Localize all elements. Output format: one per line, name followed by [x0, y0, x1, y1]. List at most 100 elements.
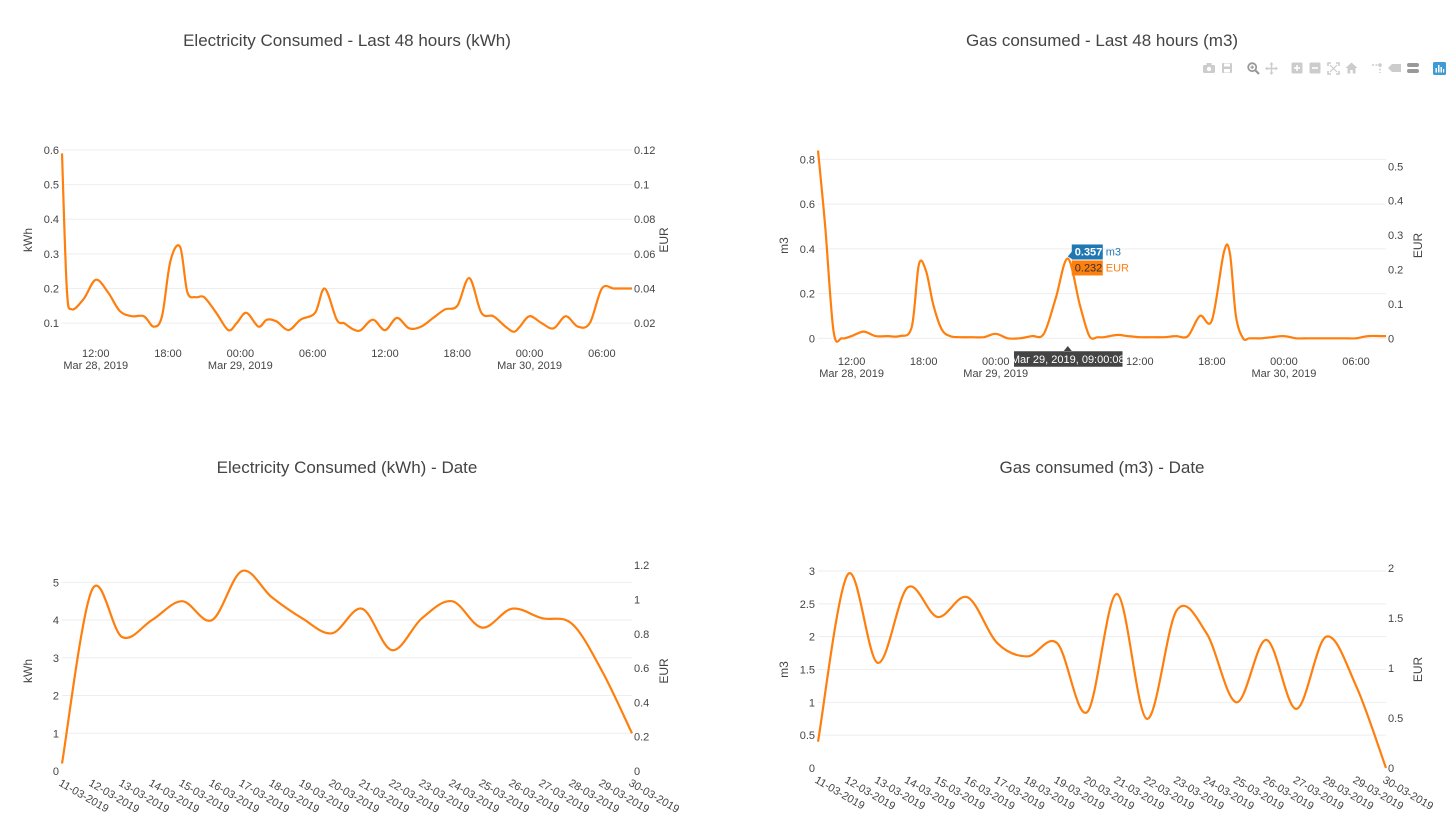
y-tick-label: 2 [809, 632, 815, 644]
series-line [60, 569, 633, 764]
y2-tick-label: 1.5 [1388, 613, 1403, 625]
y2-tick-label: 0 [1388, 763, 1394, 775]
x-tick-label: 18:00 [154, 348, 182, 360]
hover-compare-icon[interactable] [1404, 59, 1422, 77]
y2-tick-label: 1 [1388, 663, 1394, 675]
y-tick-label: 0.5 [800, 730, 815, 742]
y2-tick-label: 2 [1388, 563, 1394, 575]
x-tick-label: 12:00 [838, 356, 866, 368]
y-tick-label: 1 [53, 728, 59, 740]
y2-tick-label: 0.5 [1388, 713, 1403, 725]
y-tick-label: 0.6 [44, 145, 59, 157]
y2-axis-title: EUR [1411, 657, 1425, 683]
hover-m3-name: m3 [1106, 246, 1121, 258]
spike-lines-icon[interactable] [1368, 59, 1386, 77]
camera-icon[interactable] [1200, 59, 1218, 77]
plotly-logo-icon[interactable] [1430, 59, 1448, 77]
chart-title: Electricity Consumed (kWh) - Date [217, 458, 478, 477]
hover-x-arrow [1063, 346, 1072, 351]
y2-tick-label: 0.2 [634, 732, 649, 744]
x-tick-date-label: Mar 28, 2019 [819, 368, 884, 380]
y-tick-label: 0.2 [800, 289, 815, 301]
hover-eur-name: EUR [1106, 262, 1129, 274]
y2-tick-label: 0.3 [1388, 230, 1403, 242]
series-line [816, 150, 1386, 343]
chart-gas-date[interactable]: Gas consumed (m3) - Date 0 0.5 1 1.5 2 2.5 3 0 0.… [726, 413, 1452, 827]
x-tick-label: 00:00 [1270, 356, 1298, 368]
chart-gas-48h[interactable]: Gas consumed - Last 48 hours (m3) 0 0.2 0.4… [726, 0, 1452, 413]
chart-panel-gas-48h: Gas consumed - Last 48 hours (m3) 0 0.2 0.4… [726, 0, 1452, 413]
x-tick-label: 12:00 [82, 348, 110, 360]
y-axis-title: kWh [21, 659, 35, 683]
zoom-in-icon[interactable] [1288, 59, 1306, 77]
chart-electricity-date[interactable]: Electricity Consumed (kWh) - Date 0 1 2 3 4 5 0… [0, 413, 726, 827]
y2-tick-label: 0.1 [634, 180, 649, 192]
y-tick-label: 4 [53, 615, 59, 627]
x-tick-date-label: Mar 29, 2019 [963, 368, 1028, 380]
y-axis-title: kWh [21, 228, 35, 252]
pan-icon[interactable] [1262, 59, 1280, 77]
y-tick-label: 1.5 [800, 665, 815, 677]
hover-tooltip: Mar 29, 2019, 09:00:08 0.357 m30.232 EUR [1011, 244, 1129, 368]
y2-axis-title: EUR [657, 658, 671, 684]
modebar [1200, 59, 1448, 77]
y-tick-label: 2 [53, 691, 59, 703]
hover-eur-value: 0.232 [1075, 262, 1103, 274]
hover-m3-box [1071, 244, 1103, 260]
y2-tick-label: 0.02 [634, 318, 655, 330]
x-tick-label: 18:00 [443, 348, 471, 360]
chart-panel-gas-date: Gas consumed (m3) - Date 0 0.5 1 1.5 2 2.5 3 0 0.… [726, 413, 1452, 827]
y-tick-label: 0.6 [800, 199, 815, 211]
series-line [60, 153, 632, 333]
x-tick-date-label: Mar 30, 2019 [497, 360, 562, 372]
y-tick-label: 0 [809, 763, 815, 775]
y2-tick-label: 0.4 [1388, 196, 1403, 208]
x-tick-label: 00:00 [516, 348, 544, 360]
y-tick-label: 1 [809, 697, 815, 709]
y2-tick-label: 1.2 [634, 560, 649, 572]
chart-panel-electricity-48h: Electricity Consumed - Last 48 hours (kW… [0, 0, 726, 413]
y2-tick-label: 0 [1388, 333, 1394, 345]
x-tick-label: 06:00 [588, 348, 616, 360]
y2-tick-label: 0.04 [634, 284, 655, 296]
y-tick-label: 2.5 [800, 599, 815, 611]
home-icon[interactable] [1342, 59, 1360, 77]
chart-title: Electricity Consumed - Last 48 hours (kW… [183, 31, 511, 50]
x-tick-label: 06:00 [1342, 356, 1370, 368]
hover-m3-value: 0.357 [1075, 246, 1103, 258]
x-tick-date-label: Mar 28, 2019 [63, 360, 128, 372]
x-tick-label: 12:00 [1126, 356, 1154, 368]
y2-tick-label: 0.5 [1388, 161, 1403, 173]
chart-title: Gas consumed (m3) - Date [999, 458, 1204, 477]
x-tick-date-label: Mar 30, 2019 [1252, 368, 1317, 380]
chart-electricity-48h[interactable]: Electricity Consumed - Last 48 hours (kW… [0, 0, 726, 413]
chart-title: Gas consumed - Last 48 hours (m3) [966, 31, 1238, 50]
y2-tick-label: 1 [634, 594, 640, 606]
y-tick-label: 0.3 [44, 249, 59, 261]
hover-eur-box [1071, 260, 1103, 276]
y2-tick-label: 0.08 [634, 214, 655, 226]
zoom-out-icon[interactable] [1306, 59, 1324, 77]
y-tick-label: 0.4 [44, 214, 59, 226]
hover-x-label: Mar 29, 2019, 09:00:08 [1011, 354, 1125, 366]
y2-tick-label: 0.2 [1388, 264, 1403, 276]
zoom-icon[interactable] [1244, 59, 1262, 77]
y-tick-label: 0.1 [44, 318, 59, 330]
y-tick-label: 0 [53, 766, 59, 778]
y2-tick-label: 0 [634, 766, 640, 778]
y-tick-label: 0.2 [44, 284, 59, 296]
x-tick-label: 00:00 [982, 356, 1010, 368]
y-tick-label: 0.4 [800, 244, 815, 256]
autoscale-icon[interactable] [1324, 59, 1342, 77]
y-tick-label: 3 [809, 566, 815, 578]
x-tick-label: 06:00 [299, 348, 327, 360]
chart-panel-electricity-date: Electricity Consumed (kWh) - Date 0 1 2 3 4 5 0… [0, 413, 726, 827]
x-tick-label: 12:00 [371, 348, 399, 360]
save-icon[interactable] [1218, 59, 1236, 77]
hover-closest-icon[interactable] [1386, 59, 1404, 77]
y-tick-label: 0.5 [44, 180, 59, 192]
y-axis-title: m3 [777, 661, 791, 678]
y2-tick-label: 0.06 [634, 249, 655, 261]
y2-axis-title: EUR [1411, 233, 1425, 259]
y-tick-label: 0.8 [800, 154, 815, 166]
